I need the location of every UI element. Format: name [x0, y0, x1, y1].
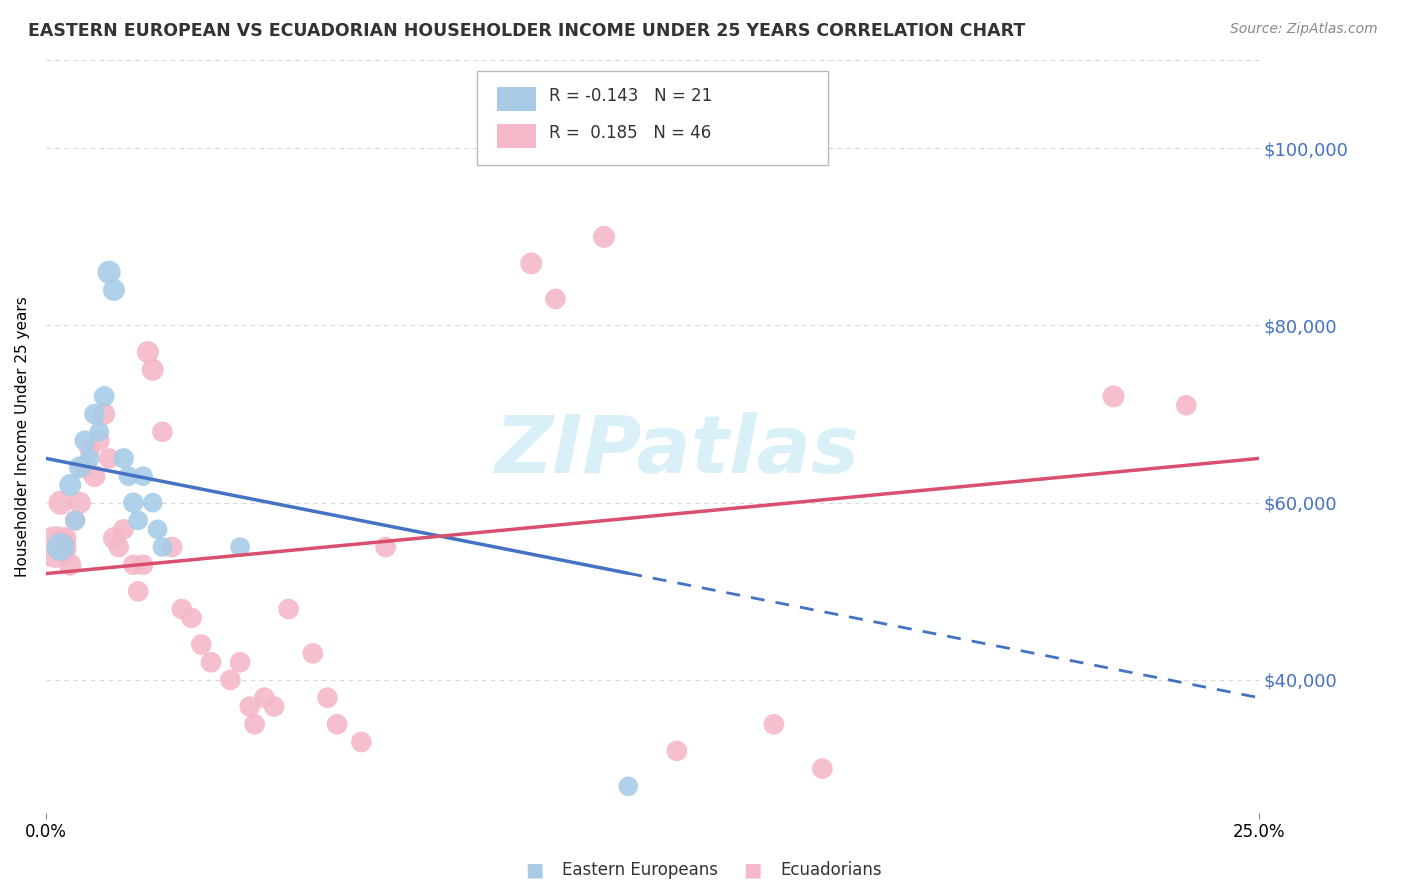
Text: Eastern Europeans: Eastern Europeans [562, 861, 718, 879]
Point [142, 496, 165, 510]
Point [180, 611, 202, 625]
Point [762, 717, 785, 731]
Point [73, 434, 96, 448]
Bar [498, 87, 536, 111]
Point [98, 265, 121, 279]
Text: R =  0.185   N = 46: R = 0.185 N = 46 [550, 124, 711, 143]
Point [55, 531, 77, 545]
Text: Source: ZipAtlas.com: Source: ZipAtlas.com [1230, 22, 1378, 37]
Point [79, 451, 101, 466]
Point [127, 584, 149, 599]
Point [89, 434, 111, 448]
Point [170, 602, 193, 616]
Point [665, 744, 688, 758]
Point [243, 717, 266, 731]
FancyBboxPatch shape [477, 70, 828, 165]
Point [142, 363, 165, 377]
Point [93, 389, 115, 403]
Point [69, 460, 91, 475]
Point [229, 655, 252, 669]
Point [239, 699, 262, 714]
Point [219, 673, 242, 687]
Point [103, 531, 125, 545]
Point [83, 407, 105, 421]
Text: ■: ■ [524, 860, 544, 880]
Point [49, 540, 72, 554]
Point [593, 230, 616, 244]
Point [59, 478, 82, 492]
Point [63, 513, 86, 527]
Point [63, 513, 86, 527]
Text: ■: ■ [742, 860, 762, 880]
Text: R = -0.143   N = 21: R = -0.143 N = 21 [550, 87, 713, 104]
Point [277, 602, 299, 616]
Point [811, 762, 834, 776]
Point [69, 496, 91, 510]
Point [73, 460, 96, 475]
Point [103, 283, 125, 297]
Point [160, 540, 183, 554]
Point [302, 646, 325, 660]
Text: EASTERN EUROPEAN VS ECUADORIAN HOUSEHOLDER INCOME UNDER 25 YEARS CORRELATION CHA: EASTERN EUROPEAN VS ECUADORIAN HOUSEHOLD… [28, 22, 1025, 40]
Point [316, 690, 339, 705]
Point [89, 425, 111, 439]
Point [49, 496, 72, 510]
Point [107, 540, 129, 554]
Point [617, 780, 640, 794]
Point [1175, 398, 1198, 412]
Point [136, 345, 159, 359]
Point [132, 558, 155, 572]
Point [229, 540, 252, 554]
Point [350, 735, 373, 749]
Point [520, 256, 543, 270]
Point [112, 451, 135, 466]
Point [1102, 389, 1125, 403]
Y-axis label: Householder Income Under 25 years: Householder Income Under 25 years [15, 296, 30, 576]
Point [152, 425, 174, 439]
Point [326, 717, 349, 731]
Point [117, 469, 139, 483]
Point [112, 522, 135, 536]
Point [83, 469, 105, 483]
Point [253, 690, 276, 705]
Point [59, 558, 82, 572]
Point [152, 540, 174, 554]
Point [374, 540, 396, 554]
Text: Ecuadorians: Ecuadorians [780, 861, 882, 879]
Point [200, 655, 222, 669]
Bar [498, 124, 536, 148]
Point [190, 638, 212, 652]
Point [544, 292, 567, 306]
Point [98, 451, 121, 466]
Point [263, 699, 285, 714]
Point [127, 513, 149, 527]
Point [146, 522, 169, 536]
Point [79, 442, 101, 457]
Point [132, 469, 155, 483]
Point [93, 407, 115, 421]
Point [45, 540, 67, 554]
Point [122, 496, 145, 510]
Text: ZIPatlas: ZIPatlas [495, 412, 859, 491]
Point [122, 558, 145, 572]
